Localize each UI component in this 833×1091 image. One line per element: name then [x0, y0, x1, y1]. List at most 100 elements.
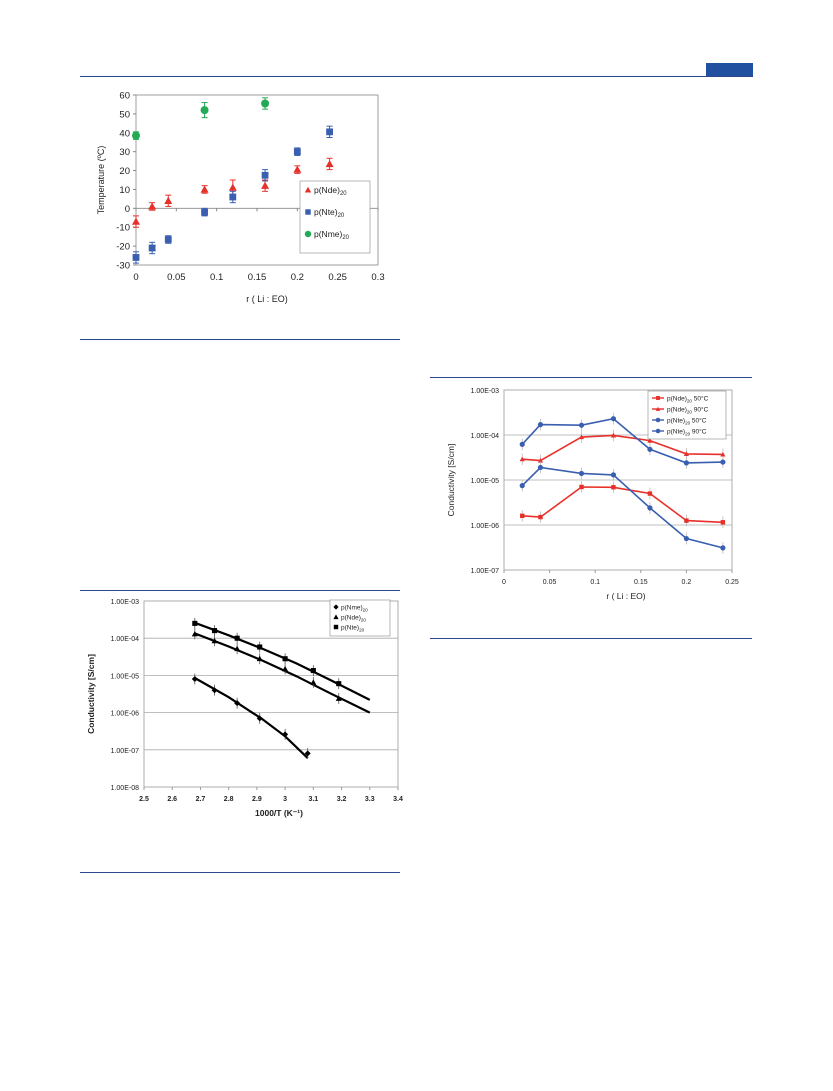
x-tick-label: 0.15: [248, 272, 267, 283]
legend-marker: [656, 396, 660, 400]
data-point: [520, 513, 525, 519]
y-tick-label: 1.00E-04: [471, 433, 500, 440]
data-point: [519, 441, 525, 447]
series-line: [522, 486, 723, 524]
section-rule: [80, 590, 400, 591]
y-tick-label: 1.00E-07: [111, 748, 140, 755]
y-tick-label: 1.00E-03: [471, 388, 500, 395]
x-tick-label: 3.1: [308, 796, 318, 803]
y-tick-label: -30: [116, 261, 130, 272]
data-point: [191, 630, 198, 637]
data-point: [228, 183, 237, 191]
x-tick-label: 2.5: [139, 796, 149, 803]
section-rule: [80, 339, 400, 340]
legend-marker: [655, 428, 661, 434]
y-tick-label: 1.00E-04: [111, 636, 140, 643]
legend-label: p(Nde)20: [314, 185, 347, 197]
legend-label: p(Nme)20: [314, 229, 350, 241]
data-point: [720, 520, 726, 525]
x-axis-label: r ( Li : EO): [606, 591, 645, 601]
legend-box: [299, 180, 371, 254]
data-point: [326, 128, 333, 136]
y-tick-label: 40: [119, 128, 130, 139]
y-tick-label: 1.00E-05: [471, 478, 500, 485]
data-point: [683, 535, 689, 542]
data-point: [293, 165, 302, 173]
series-group: [192, 617, 371, 701]
data-point: [647, 438, 653, 443]
figure-conductivity-arrhenius: 1.00E-03 1.00E-04 1.00E-05 1.00E-06 1.00E-07…: [86, 599, 403, 818]
section-rule: [80, 872, 400, 873]
y-tick-label: 1.00E-06: [111, 711, 140, 718]
data-point: [336, 681, 342, 687]
y-tick-label: -20: [116, 242, 130, 253]
x-tick-label: 2.9: [252, 796, 262, 803]
data-point: [261, 99, 270, 108]
x-tick-label: 3.2: [337, 796, 347, 803]
x-tick-label: 0.05: [167, 272, 186, 283]
y-tick-label: 20: [119, 166, 130, 177]
series-group: [520, 481, 726, 529]
data-point: [538, 514, 543, 520]
y-tick-label: 30: [119, 147, 130, 158]
legend-marker: [655, 406, 661, 411]
data-point: [234, 700, 241, 707]
data-point: [229, 193, 237, 201]
x-tick-label: 3: [283, 796, 287, 803]
x-tick-label: 0.3: [371, 272, 384, 283]
fit-line: [194, 677, 309, 759]
data-point: [519, 456, 525, 462]
data-point: [132, 254, 140, 261]
data-point: [304, 750, 311, 757]
x-axis-label: 1000/T (K⁻¹): [255, 808, 303, 818]
legend-label: p(Nde)20 50°C: [667, 395, 709, 404]
data-point: [256, 655, 263, 662]
data-point: [310, 668, 316, 674]
data-point: [683, 460, 689, 466]
y-axis-label: Conductivity [S/cm]: [446, 444, 456, 517]
legend-label: p(Nde)20: [341, 615, 366, 623]
data-point: [610, 472, 617, 478]
x-tick-label: 0.1: [210, 272, 223, 283]
data-point: [610, 416, 617, 422]
legend-label: p(Nte)20 50°C: [667, 417, 707, 426]
data-point: [683, 451, 689, 456]
section-rule: [430, 638, 752, 639]
data-point: [164, 196, 173, 204]
x-tick-label: 0.25: [725, 579, 739, 586]
legend-label: p(Nde)20 90°C: [667, 406, 709, 415]
data-point: [325, 159, 334, 168]
x-tick-label: 0.15: [634, 579, 648, 586]
x-tick-label: 0.05: [543, 579, 557, 586]
data-point: [293, 148, 301, 156]
y-tick-label: 1.00E-05: [111, 673, 140, 680]
data-point: [132, 217, 140, 225]
header-tab: [706, 63, 753, 77]
data-point: [192, 620, 198, 626]
data-point: [720, 459, 726, 465]
legend-marker: [305, 209, 311, 215]
fit-line: [194, 632, 371, 714]
figure-conductivity-vs-ratio: 1.00E-03 1.00E-04 1.00E-05 1.00E-06 1.00E-07…: [446, 388, 739, 601]
data-point: [256, 715, 263, 722]
y-tick-label: 50: [119, 109, 130, 120]
x-tick-label: 3.3: [365, 796, 375, 803]
data-point: [234, 635, 240, 641]
x-tick-label: 2.6: [167, 796, 177, 803]
data-point: [647, 491, 653, 496]
data-point: [537, 464, 544, 471]
y-tick-label: 1.00E-07: [471, 568, 500, 575]
data-point: [647, 446, 653, 452]
data-point: [579, 484, 584, 490]
y-tick-label: 60: [119, 91, 130, 102]
data-point: [132, 131, 140, 140]
data-point: [578, 470, 585, 477]
data-point: [212, 628, 218, 634]
data-point: [578, 434, 585, 440]
data-point: [148, 202, 157, 210]
section-rule: [430, 377, 752, 378]
x-tick-label: 0.25: [328, 272, 347, 283]
x-tick-label: 0: [133, 272, 138, 283]
data-point: [164, 236, 172, 243]
